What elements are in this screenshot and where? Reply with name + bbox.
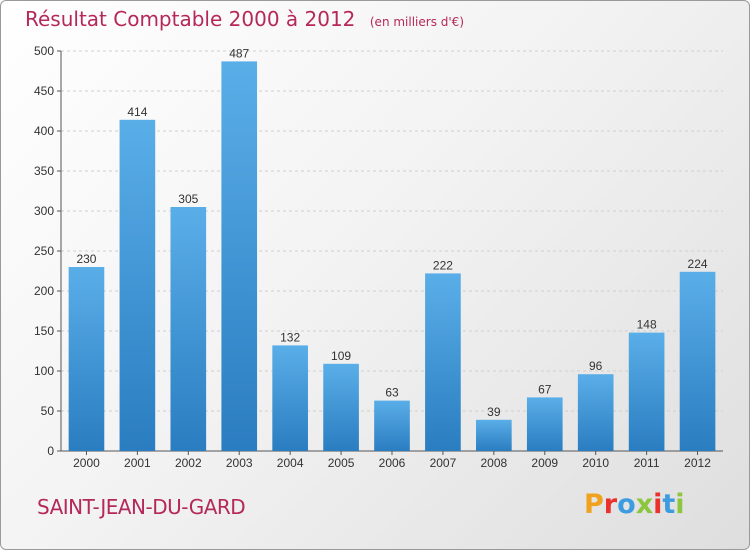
y-tick-label: 400 xyxy=(34,124,54,138)
data-label: 96 xyxy=(589,359,603,373)
y-tick-label: 300 xyxy=(34,204,54,218)
logo-letter: x xyxy=(635,489,654,520)
data-label: 132 xyxy=(280,330,300,344)
y-tick-label: 50 xyxy=(41,404,55,418)
y-tick-label: 350 xyxy=(34,164,54,178)
data-label: 109 xyxy=(331,349,351,363)
data-label: 148 xyxy=(637,318,657,332)
x-tick-label: 2011 xyxy=(634,456,660,470)
y-tick-label: 0 xyxy=(47,444,54,458)
bar xyxy=(679,271,716,451)
chart-title-row: Résultat Comptable 2000 à 2012 (en milli… xyxy=(25,7,464,31)
bar xyxy=(272,345,308,451)
bar xyxy=(221,61,258,452)
bar xyxy=(323,363,359,451)
bar xyxy=(119,119,156,452)
x-tick-label: 2012 xyxy=(684,456,711,470)
data-label: 487 xyxy=(229,46,249,60)
x-tick-label: 2003 xyxy=(226,456,253,470)
town-name: SAINT-JEAN-DU-GARD xyxy=(37,495,246,519)
bar xyxy=(425,273,461,451)
bar xyxy=(170,207,207,451)
logo-letter: r xyxy=(603,489,618,520)
data-label: 222 xyxy=(433,258,453,272)
bar xyxy=(577,374,614,451)
x-tick-label: 2006 xyxy=(379,456,406,470)
x-tick-label: 2001 xyxy=(124,456,151,470)
y-tick-label: 200 xyxy=(34,284,54,298)
bar xyxy=(476,419,512,451)
bar xyxy=(374,400,410,451)
y-tick-label: 100 xyxy=(34,364,54,378)
x-tick-label: 2002 xyxy=(175,456,202,470)
y-tick-label: 250 xyxy=(34,244,54,258)
data-label: 305 xyxy=(178,192,198,206)
logo-letter: t xyxy=(662,489,676,520)
data-label: 39 xyxy=(487,405,501,419)
x-tick-label: 2005 xyxy=(328,456,355,470)
x-tick-label: 2008 xyxy=(480,456,507,470)
x-tick-label: 2000 xyxy=(73,456,100,470)
x-tick-label: 2004 xyxy=(277,456,304,470)
data-label: 224 xyxy=(688,257,708,271)
logo-letter: o xyxy=(617,489,636,520)
data-label: 230 xyxy=(76,252,96,266)
bar xyxy=(526,397,563,451)
bar xyxy=(628,332,665,451)
data-label: 63 xyxy=(385,386,399,400)
data-label: 414 xyxy=(127,105,147,119)
x-tick-label: 2010 xyxy=(582,456,609,470)
x-tick-label: 2007 xyxy=(430,456,457,470)
y-tick-label: 450 xyxy=(34,84,54,98)
logo-letter: i xyxy=(653,489,663,520)
x-tick-label: 2009 xyxy=(531,456,558,470)
y-tick-label: 150 xyxy=(34,324,54,338)
logo-letter: P xyxy=(584,489,604,520)
y-tick-label: 500 xyxy=(34,44,54,58)
bar xyxy=(68,267,105,451)
chart-title: Résultat Comptable 2000 à 2012 xyxy=(25,7,356,31)
chart-subtitle: (en milliers d'€) xyxy=(369,15,464,29)
proxiti-logo: Proxiti xyxy=(584,489,685,520)
data-label: 67 xyxy=(538,382,552,396)
logo-letter: i xyxy=(675,489,685,520)
